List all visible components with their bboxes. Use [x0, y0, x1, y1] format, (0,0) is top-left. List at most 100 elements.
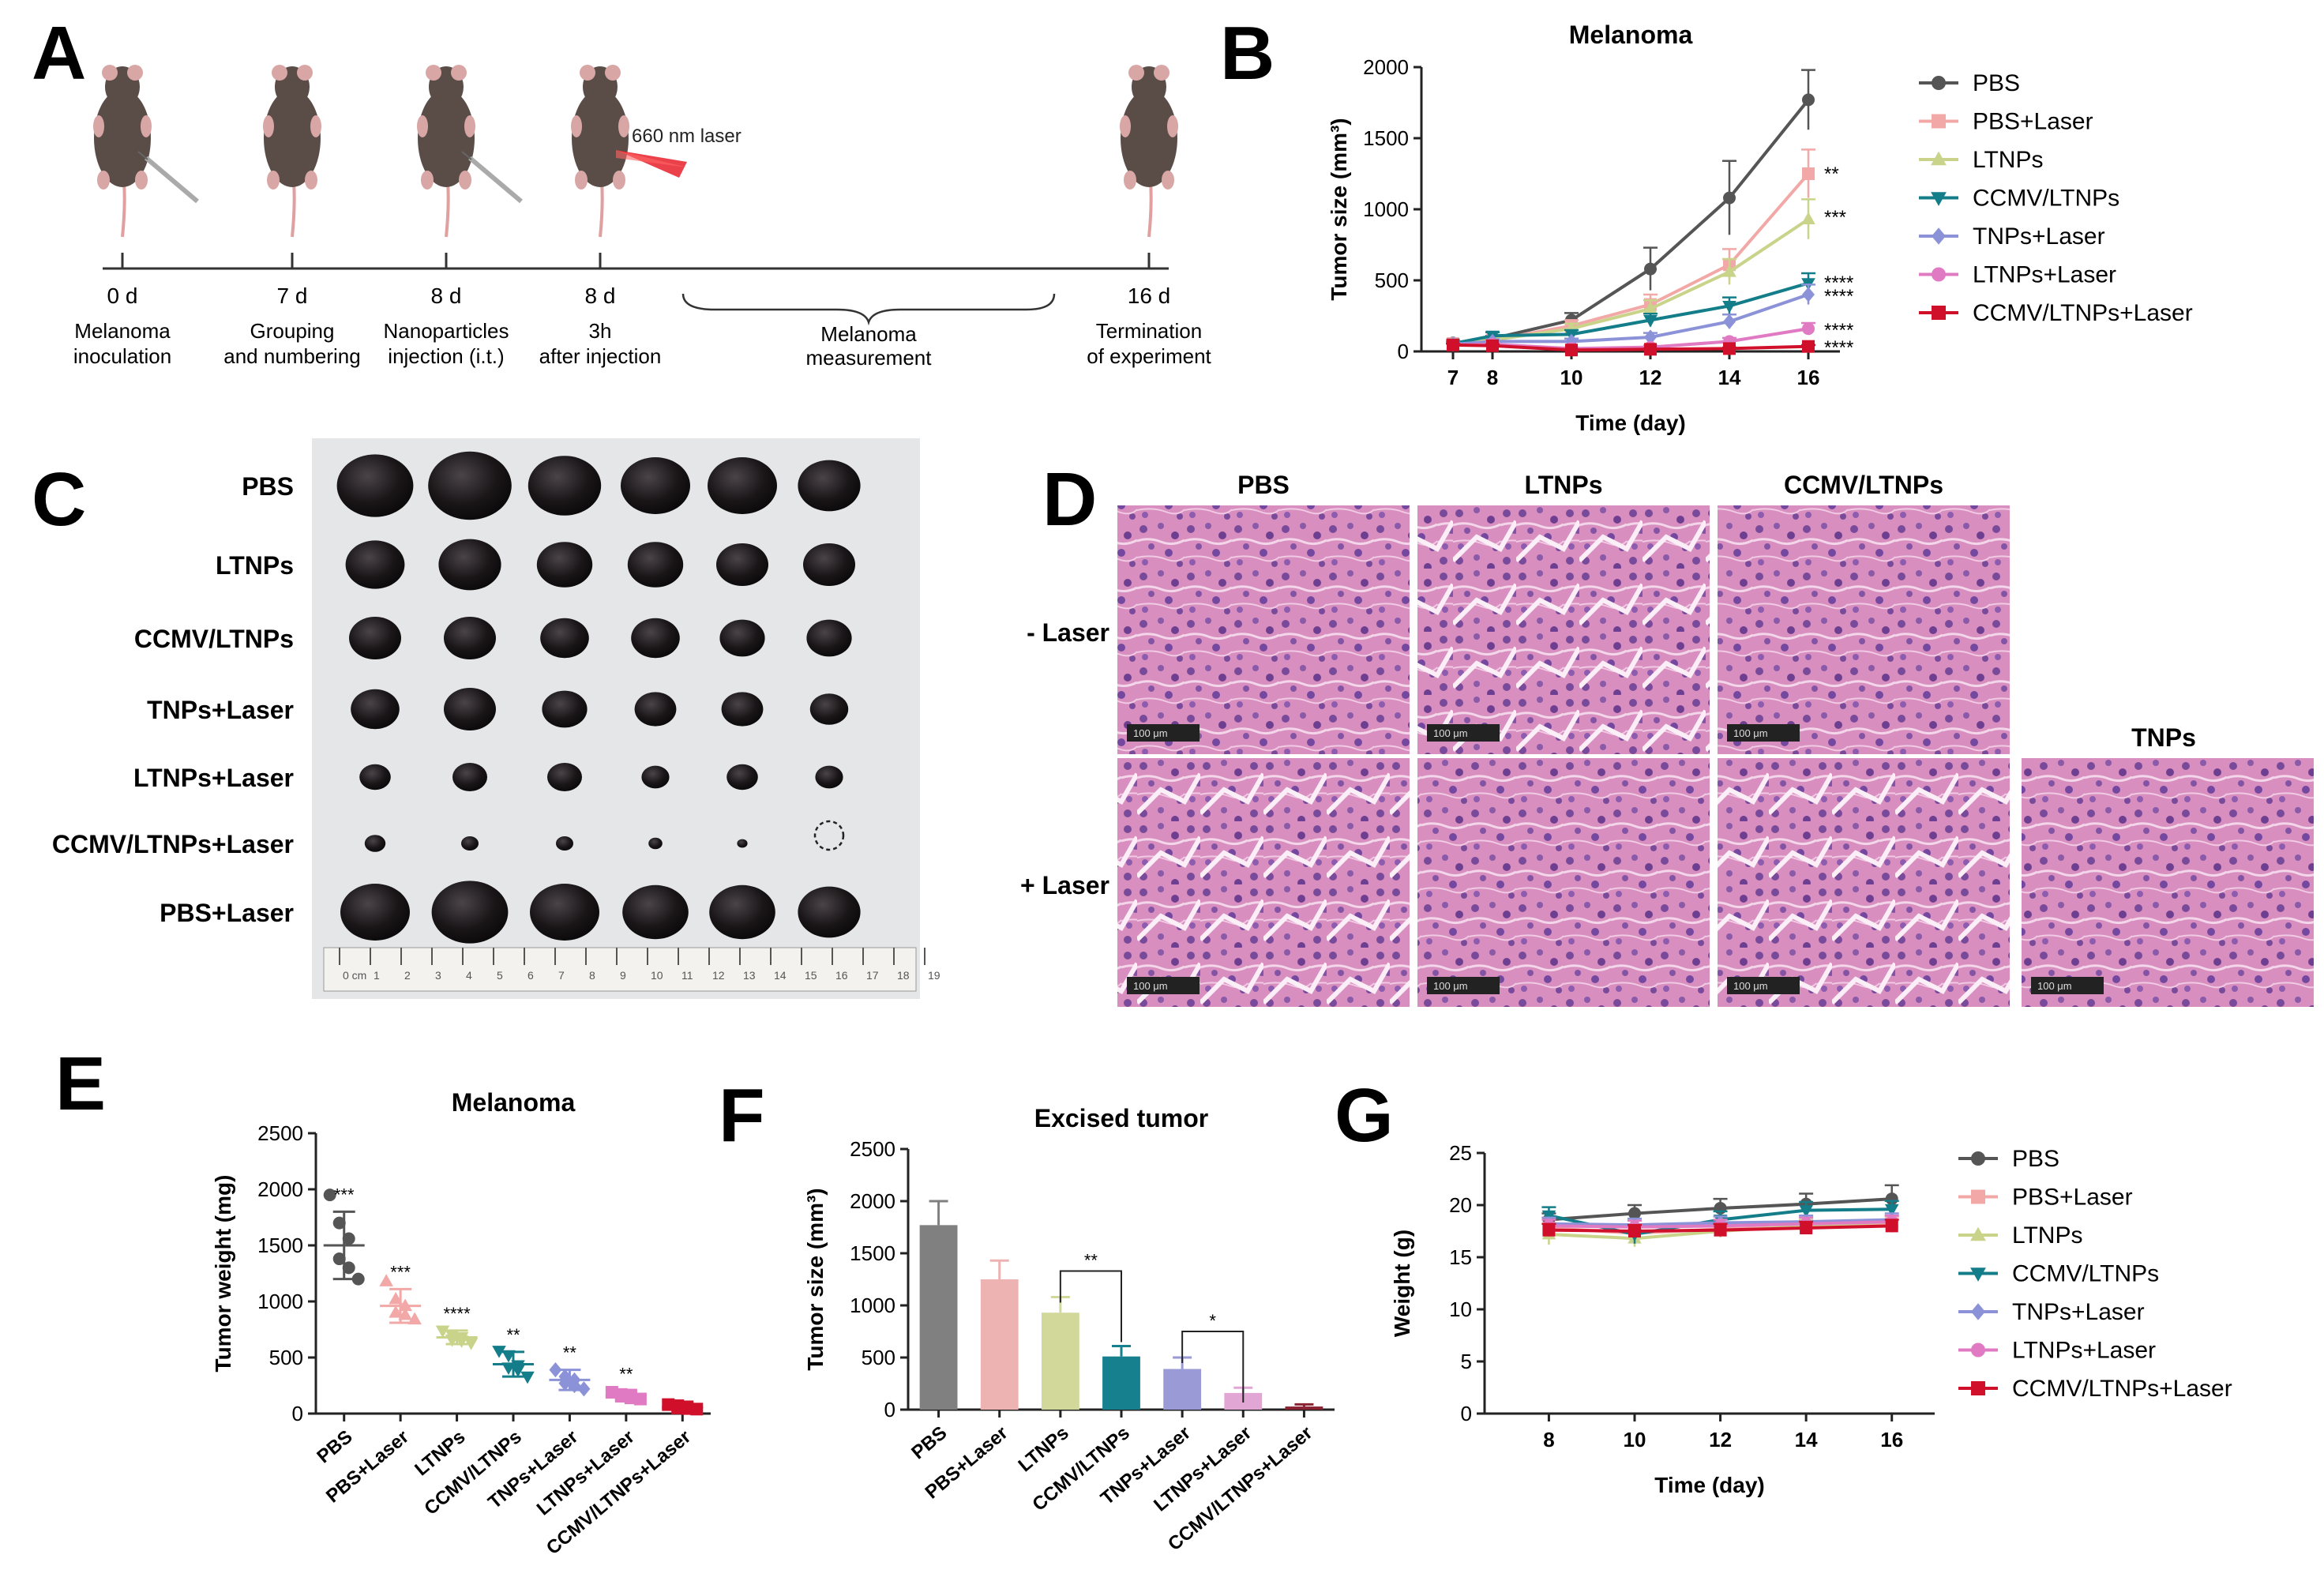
data-point	[342, 1261, 355, 1275]
data-point	[1884, 1204, 1899, 1217]
tumor-sample	[815, 765, 843, 789]
data-point	[568, 1377, 581, 1394]
data-point	[1799, 1205, 1813, 1218]
bar	[919, 1225, 958, 1410]
legend-entry: LTNPs	[1958, 1222, 2082, 1249]
panel-d-histology: PBS LTNPs CCMV/LTNPs TNPs - Laser + Laser 100 …	[1020, 471, 2314, 1007]
syringe-icon	[468, 156, 523, 204]
ruler-label: 8	[589, 969, 595, 982]
legend-marker	[1970, 1226, 1986, 1241]
timeline-event-label: of experiment	[1087, 344, 1211, 368]
timeline-event-label: inoculation	[73, 344, 171, 368]
x-tick-label: 10	[1560, 366, 1583, 389]
scale-bar-label: 100 μm	[2037, 980, 2072, 992]
scale-bar-label: 100 μm	[1733, 980, 1768, 992]
mouse-paw	[263, 115, 274, 137]
mouse-ear	[580, 65, 595, 81]
legend-marker	[1932, 267, 1946, 282]
legend-label: TNPs+Laser	[2012, 1299, 2145, 1325]
histology-image: 100 μm	[2022, 758, 2314, 1007]
histology-image: 100 μm	[1718, 505, 2010, 754]
timeline-event-label: Grouping	[250, 319, 335, 343]
tumor-sample	[428, 451, 512, 520]
mouse-ear	[297, 65, 313, 81]
ruler-label: 3	[435, 969, 441, 982]
data-point	[342, 1232, 355, 1245]
data-point	[1565, 344, 1578, 357]
legend-marker	[1931, 192, 1947, 206]
x-tick-label: 16	[1880, 1428, 1903, 1451]
y-tick-label: 500	[269, 1346, 303, 1369]
mouse-paw	[135, 171, 148, 190]
scale-bar-label: 100 μm	[1133, 980, 1168, 992]
mouse-ear	[1154, 65, 1170, 81]
ruler-label: 15	[805, 969, 817, 982]
ruler-label: 11	[681, 969, 693, 982]
tumor-sample	[631, 618, 680, 659]
y-axis-label: Tumor weight (mg)	[211, 1175, 235, 1373]
data-point	[389, 1291, 403, 1305]
legend-marker	[1932, 227, 1946, 245]
legend-entry: LTNPs	[1919, 147, 2043, 173]
legend-label: CCMV/LTNPs+Laser	[2012, 1376, 2232, 1402]
tumor-row-label: PBS	[242, 472, 294, 501]
legend-entry: CCMV/LTNPs+Laser	[1958, 1376, 2232, 1402]
mouse-paw	[1167, 115, 1178, 137]
data-point	[1722, 301, 1736, 314]
timeline-event-label: and numbering	[223, 344, 360, 368]
tumor-sample	[444, 688, 496, 730]
needle-icon	[137, 151, 148, 160]
significance-label: ****	[1824, 337, 1853, 359]
legend-marker	[1971, 1343, 1985, 1358]
data-point	[1802, 93, 1815, 107]
histology-tissue	[1417, 505, 1710, 754]
series-line	[1452, 172, 1810, 346]
data-point	[633, 1392, 647, 1406]
mouse-paw	[613, 171, 625, 190]
legend-marker	[1932, 114, 1946, 129]
tumor-sample	[708, 457, 777, 514]
y-tick-label: 1500	[850, 1241, 895, 1265]
panel-letter-g: G	[1335, 1073, 1394, 1158]
tumor-row-label: PBS+Laser	[160, 899, 294, 927]
scale-bar	[1427, 724, 1500, 742]
mouse-tail	[291, 181, 296, 238]
bar	[1285, 1406, 1323, 1410]
tumor-row-label: CCMV/LTNPs	[134, 625, 294, 653]
histology-image: 100 μm	[1117, 505, 1410, 754]
mouse-icon	[93, 65, 199, 238]
ruler-label: 0 cm	[343, 969, 366, 982]
bar	[1102, 1356, 1140, 1410]
histology-column-label: PBS	[1237, 471, 1290, 499]
bar	[980, 1279, 1019, 1410]
data-point	[1565, 333, 1578, 349]
tumor-sample	[431, 881, 509, 944]
data-point	[332, 1216, 346, 1230]
tumor-sample	[452, 763, 487, 791]
y-tick-label: 25	[1449, 1141, 1472, 1165]
significance-label: ****	[1824, 320, 1853, 341]
y-axis-label: Tumor size (mm³)	[1327, 118, 1351, 300]
legend-label: LTNPs+Laser	[1973, 262, 2116, 288]
tumor-sample	[716, 543, 768, 586]
tumor-sample	[444, 617, 496, 659]
mouse-icon	[571, 65, 629, 238]
scatter-group: **	[549, 1343, 591, 1397]
legend-entry: CCMV/LTNPs	[1919, 186, 2119, 212]
panel-e-chart: Melanoma 0 500 1000 1500 2000 2500 Tumor weight…	[211, 1088, 711, 1559]
tumor-sample	[648, 837, 663, 850]
data-point	[1644, 329, 1657, 345]
tumor-sample	[547, 763, 582, 791]
panel-letter-d: D	[1042, 457, 1097, 542]
tumor-sample	[359, 764, 391, 790]
legend-entry: PBS+Laser	[1919, 109, 2093, 135]
measurement-label-line1: Melanoma	[820, 322, 917, 346]
significance-label: **	[563, 1343, 577, 1363]
legend-marker	[1971, 1303, 1985, 1320]
y-tick-label: 2500	[257, 1121, 303, 1145]
tumor-sample	[536, 542, 593, 588]
tumor-sample	[542, 690, 588, 728]
ruler-label: 5	[497, 969, 503, 982]
legend-label: LTNPs	[1973, 147, 2043, 173]
legend-label: PBS+Laser	[1973, 109, 2093, 135]
